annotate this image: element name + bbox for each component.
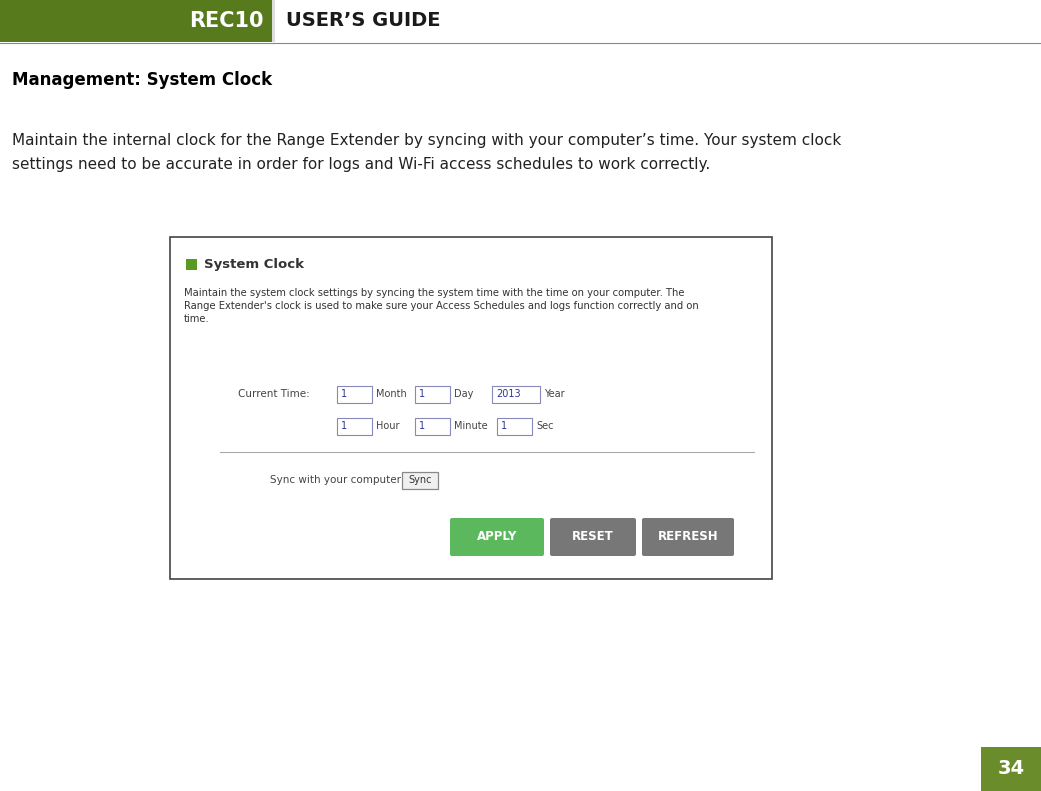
- Text: REFRESH: REFRESH: [658, 531, 718, 543]
- Text: 2013: 2013: [496, 389, 520, 399]
- Bar: [492, 385, 540, 403]
- Text: Month: Month: [376, 389, 407, 399]
- Text: APPLY: APPLY: [477, 531, 517, 543]
- Bar: [170, 237, 772, 579]
- Bar: [415, 385, 450, 403]
- Text: System Clock: System Clock: [204, 258, 304, 271]
- Text: RESET: RESET: [573, 531, 614, 543]
- Bar: [981, 747, 1041, 791]
- Text: REC10: REC10: [189, 11, 264, 31]
- Bar: [337, 385, 372, 403]
- Text: Sec: Sec: [536, 421, 554, 431]
- Text: 1: 1: [418, 421, 425, 431]
- Text: 1: 1: [418, 389, 425, 399]
- Bar: [186, 259, 197, 270]
- Text: 1: 1: [501, 421, 507, 431]
- Text: 1: 1: [341, 389, 347, 399]
- Text: settings need to be accurate in order for logs and Wi-Fi access schedules to wor: settings need to be accurate in order fo…: [12, 157, 710, 172]
- Text: Maintain the system clock settings by syncing the system time with the time on y: Maintain the system clock settings by sy…: [184, 288, 685, 298]
- Bar: [0, 0, 272, 42]
- Text: Maintain the internal clock for the Range Extender by syncing with your computer: Maintain the internal clock for the Rang…: [12, 133, 841, 147]
- FancyBboxPatch shape: [550, 518, 636, 556]
- Text: Hour: Hour: [376, 421, 400, 431]
- Text: 1: 1: [341, 421, 347, 431]
- FancyBboxPatch shape: [450, 518, 544, 556]
- Bar: [497, 418, 532, 434]
- Bar: [272, 0, 275, 42]
- Text: Range Extender's clock is used to make sure your Access Schedules and logs funct: Range Extender's clock is used to make s…: [184, 301, 699, 311]
- Text: Minute: Minute: [454, 421, 487, 431]
- Text: 34: 34: [997, 759, 1024, 778]
- Bar: [402, 471, 438, 489]
- Text: time.: time.: [184, 314, 209, 324]
- Text: Year: Year: [544, 389, 564, 399]
- Text: USER’S GUIDE: USER’S GUIDE: [286, 12, 440, 31]
- Text: Sync: Sync: [408, 475, 432, 485]
- Text: Management: System Clock: Management: System Clock: [12, 71, 272, 89]
- Text: Day: Day: [454, 389, 474, 399]
- Text: Sync with your computer: Sync with your computer: [270, 475, 401, 485]
- Bar: [272, 0, 1041, 42]
- FancyBboxPatch shape: [642, 518, 734, 556]
- Bar: [337, 418, 372, 434]
- Bar: [415, 418, 450, 434]
- Text: Current Time:: Current Time:: [238, 389, 310, 399]
